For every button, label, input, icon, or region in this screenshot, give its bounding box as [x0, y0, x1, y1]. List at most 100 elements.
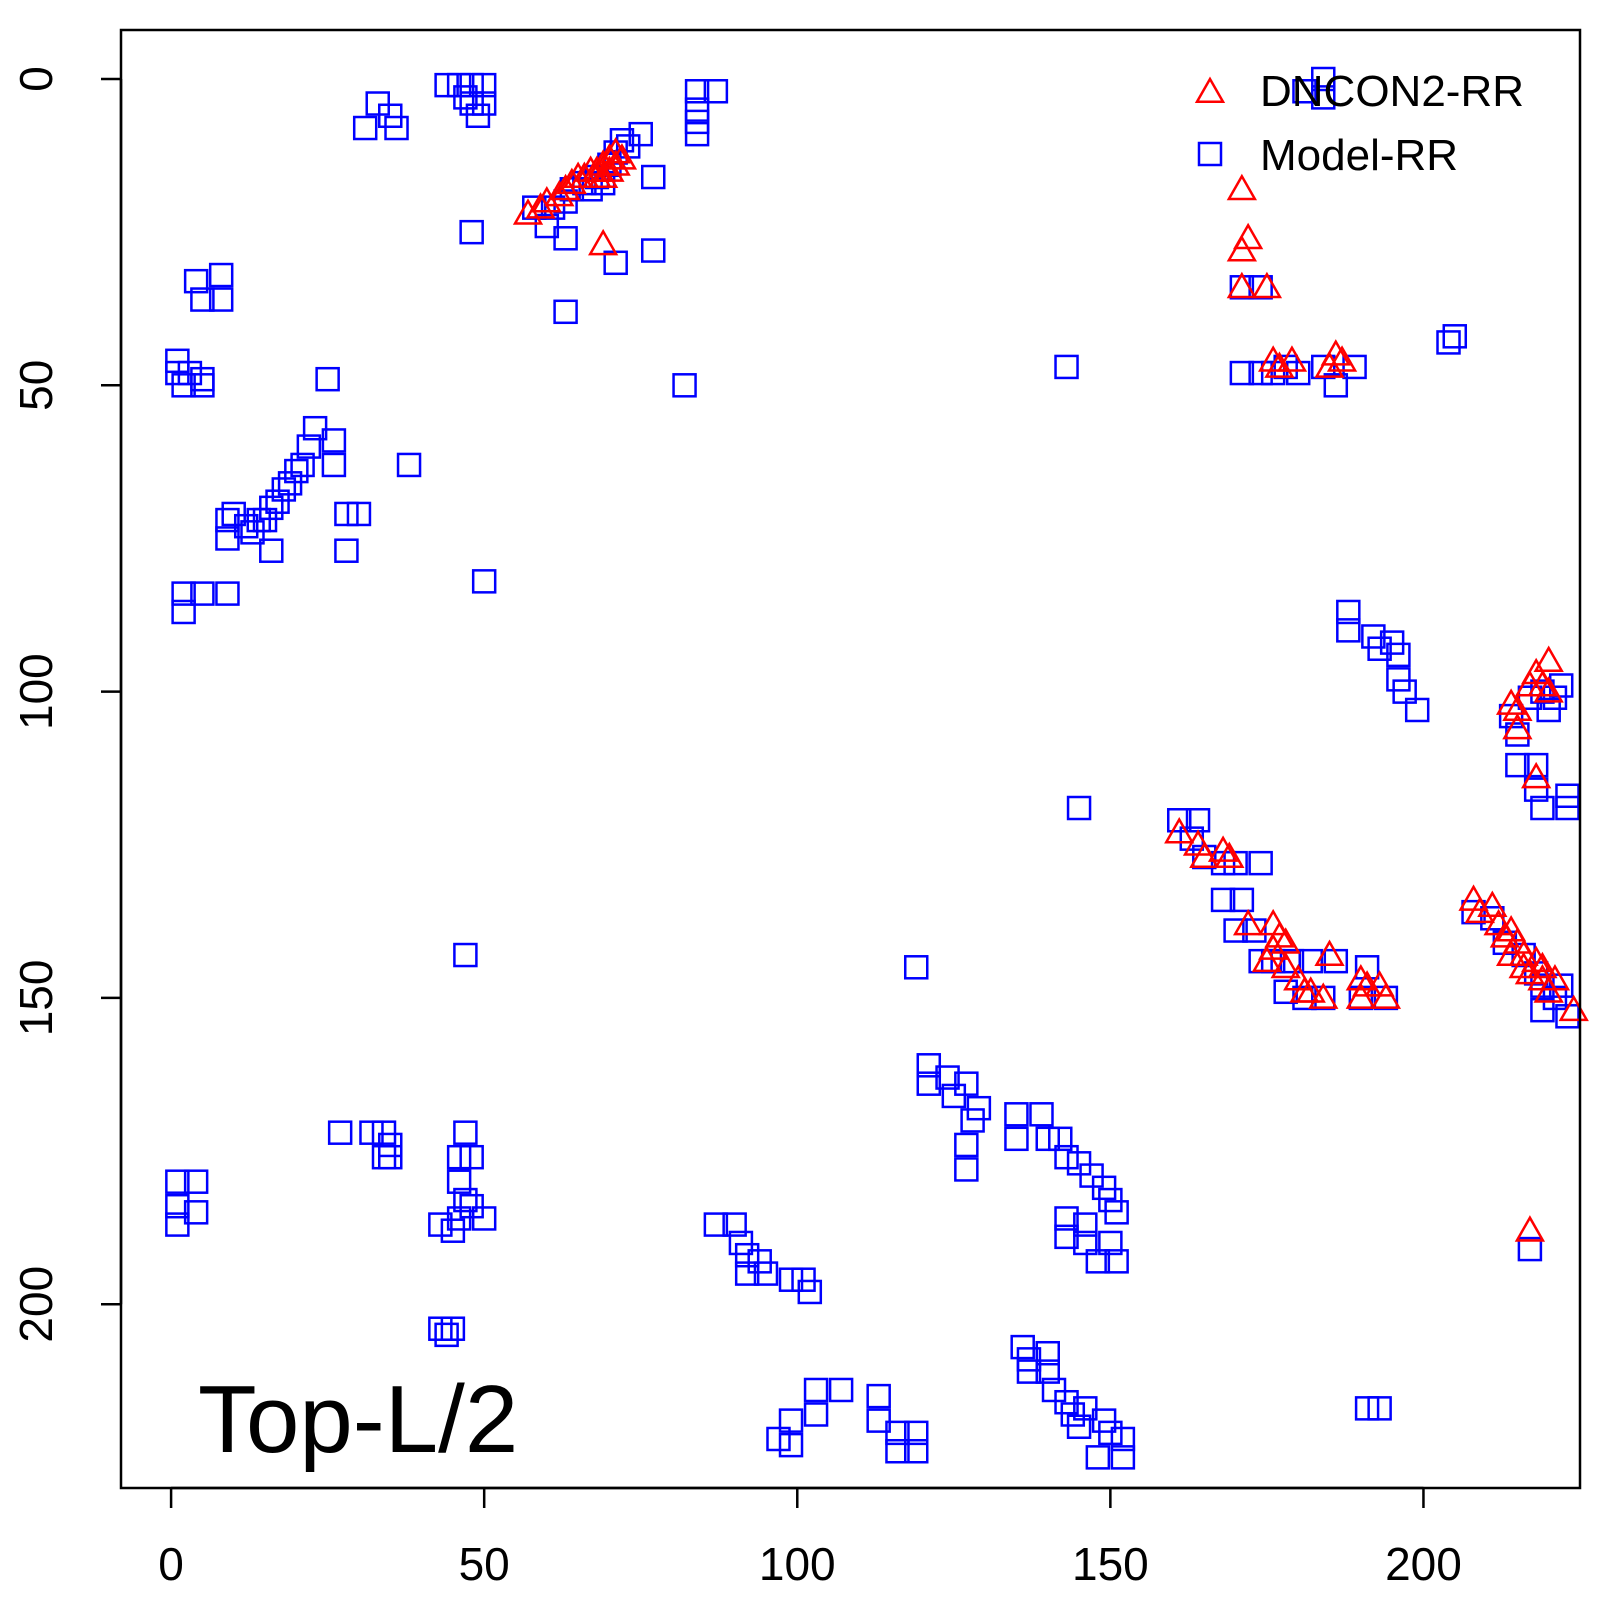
model-rr-point — [1010, 1334, 1035, 1360]
y-tick-label: 200 — [10, 1266, 62, 1343]
model-rr-point — [459, 72, 484, 98]
dncon2-rr-point — [1345, 964, 1376, 991]
model-rr-point — [1530, 795, 1555, 821]
model-rr-point — [1523, 777, 1549, 802]
model-rr-point — [684, 97, 710, 122]
plot-area — [165, 66, 1589, 1470]
model-rr-point — [1292, 79, 1317, 104]
dncon2-rr-point — [1207, 835, 1239, 862]
model-rr-point — [1054, 1389, 1079, 1415]
model-rr-point — [1066, 1414, 1092, 1439]
model-rr-point — [290, 452, 315, 478]
model-rr-point — [966, 1095, 992, 1121]
dncon2-rr-point — [606, 143, 638, 170]
dncon2-rr-point — [1308, 982, 1339, 1009]
model-rr-point — [471, 72, 497, 98]
x-tick-label: 200 — [1385, 1538, 1462, 1590]
dncon2-rr-point — [588, 228, 619, 256]
model-rr-point — [446, 72, 472, 98]
model-rr-point — [1536, 697, 1561, 723]
x-tick-label: 0 — [158, 1538, 184, 1590]
model-rr-point — [459, 1193, 484, 1219]
dncon2-rr-point — [1521, 945, 1552, 973]
dncon2-rr-point — [1495, 688, 1527, 715]
model-rr-point — [628, 121, 653, 147]
model-rr-point — [734, 1242, 760, 1268]
model-rr-point — [1379, 630, 1405, 655]
dncon2-rr-point — [1264, 351, 1295, 378]
model-rr-point — [722, 1212, 747, 1237]
model-rr-point — [465, 103, 491, 129]
model-rr-point — [302, 415, 328, 441]
model-rr-point — [1004, 1102, 1029, 1127]
model-rr-point — [190, 373, 215, 398]
model-rr-point — [1404, 697, 1430, 723]
model-rr-point — [1336, 618, 1361, 643]
model-rr-point — [1098, 1187, 1123, 1213]
model-rr-point — [1073, 1230, 1098, 1256]
dncon2-rr-point — [1232, 908, 1264, 936]
dncon2-rr-point — [1521, 761, 1552, 789]
model-rr-point — [1323, 948, 1349, 974]
model-rr-point — [1073, 1212, 1098, 1237]
model-rr-point — [183, 268, 209, 294]
model-rr-point — [1054, 354, 1079, 380]
model-rr-point — [434, 1322, 459, 1348]
model-rr-point — [903, 1438, 929, 1464]
model-rr-point — [471, 569, 497, 594]
model-rr-point — [641, 164, 666, 190]
model-rr-point — [215, 507, 240, 533]
dncon2-rr-point — [1226, 271, 1258, 299]
model-rr-point — [1035, 1359, 1060, 1384]
model-rr-point — [960, 1108, 985, 1133]
model-rr-point — [215, 581, 240, 606]
model-rr-point — [1386, 667, 1411, 692]
model-rr-point — [453, 942, 478, 968]
model-rr-point — [703, 79, 729, 104]
model-rr-point — [378, 1132, 403, 1158]
model-rr-point — [1016, 1359, 1042, 1384]
dncon2-rr-point — [1527, 951, 1558, 979]
model-rr-point — [352, 115, 378, 141]
legend-marker-square — [1197, 141, 1223, 167]
dncon2-rr-point — [1370, 982, 1402, 1009]
y-tick-label: 100 — [10, 653, 62, 730]
model-rr-point — [371, 1120, 397, 1145]
model-rr-point — [378, 103, 403, 129]
legend-label: Model-RR — [1260, 131, 1458, 180]
model-rr-point — [190, 581, 215, 606]
model-rr-point — [1091, 1408, 1117, 1433]
model-rr-point — [1530, 997, 1555, 1023]
model-rr-point — [803, 1377, 829, 1403]
model-rr-point — [778, 1267, 804, 1292]
model-rr-point — [471, 1206, 497, 1231]
dncon2-rr-point — [1258, 345, 1289, 372]
model-rr-point — [428, 1316, 453, 1341]
model-rr-point — [221, 501, 246, 527]
model-rr-point — [1386, 642, 1411, 668]
model-rr-point — [672, 373, 697, 398]
model-rr-point — [1066, 795, 1092, 821]
model-rr-point — [1085, 1249, 1111, 1274]
model-rr-point — [1555, 1004, 1580, 1029]
model-rr-point — [684, 121, 710, 147]
model-rr-point — [190, 287, 215, 312]
model-rr-point — [1035, 1126, 1060, 1152]
model-rr-point — [1298, 948, 1323, 974]
model-rr-point — [1054, 1206, 1079, 1231]
model-rr-point — [778, 1408, 804, 1433]
model-rr-point — [1060, 1402, 1086, 1427]
model-rr-point — [259, 495, 284, 521]
dncon2-rr-point — [1251, 271, 1283, 299]
model-rr-point — [265, 489, 290, 514]
dncon2-rr-point — [1276, 345, 1308, 372]
model-rr-point — [1285, 360, 1311, 386]
model-rr-point — [1548, 973, 1574, 998]
model-rr-point — [1029, 1102, 1054, 1127]
model-rr-point — [1210, 887, 1236, 913]
model-rr-point — [885, 1420, 910, 1446]
dncon2-rr-point — [1295, 976, 1326, 1003]
model-rr-point — [1523, 752, 1549, 778]
model-rr-point — [321, 452, 347, 478]
